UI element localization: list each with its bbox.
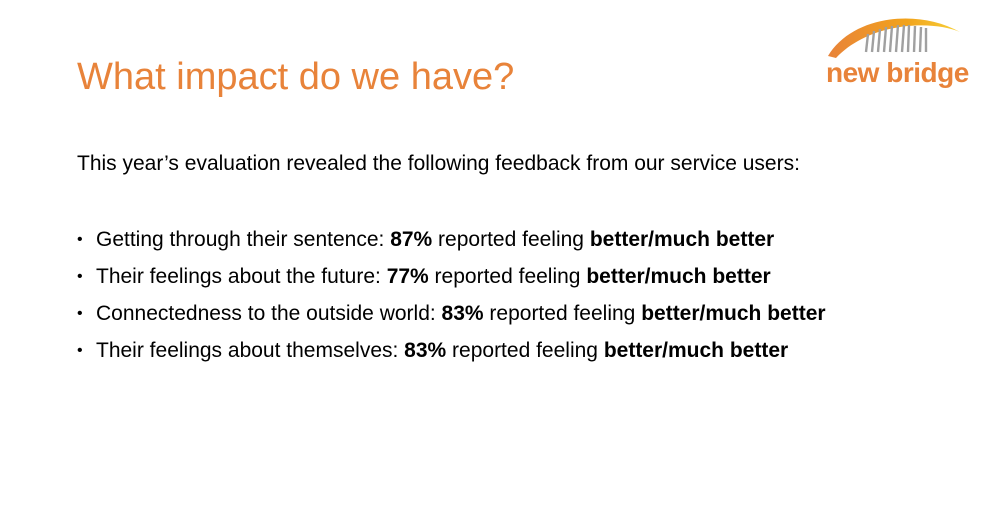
item-percent: 77% — [386, 265, 429, 288]
logo-wordmark: new bridge — [826, 57, 969, 88]
item-percent: 87% — [390, 228, 433, 251]
item-label: Connectedness to the outside world: — [96, 302, 442, 325]
list-item: • Their feelings about themselves: 83% r… — [77, 338, 826, 375]
item-outcome: better/much better — [589, 228, 775, 251]
item-percent: 83% — [404, 339, 447, 362]
item-outcome: better/much better — [603, 339, 789, 362]
item-label: Getting through their sentence: — [96, 228, 391, 251]
bullet-icon: • — [77, 231, 83, 248]
bullet-icon: • — [77, 342, 83, 359]
intro-text: This year’s evaluation revealed the foll… — [77, 152, 800, 175]
page-title: What impact do we have? — [77, 56, 515, 98]
bullet-icon: • — [77, 268, 83, 285]
list-item: • Connectedness to the outside world: 83… — [77, 301, 826, 338]
bridge-stripes — [864, 24, 928, 53]
item-percent: 83% — [441, 302, 484, 325]
item-middle: reported feeling — [432, 228, 590, 251]
item-middle: reported feeling — [446, 339, 604, 362]
logo-graphic: new bridge — [826, 18, 969, 88]
item-outcome: better/much better — [586, 265, 771, 288]
item-label: Their feelings about the future: — [96, 265, 387, 288]
list-item: • Getting through their sentence: 87% re… — [77, 227, 826, 264]
list-item: • Their feelings about the future: 77% r… — [77, 264, 826, 301]
new-bridge-logo: new bridge — [822, 12, 982, 92]
feedback-list: • Getting through their sentence: 87% re… — [77, 227, 826, 375]
item-middle: reported feeling — [428, 265, 587, 288]
item-label: Their feelings about themselves: — [96, 339, 405, 362]
item-outcome: better/much better — [641, 302, 826, 325]
item-middle: reported feeling — [483, 302, 642, 325]
bullet-icon: • — [77, 305, 83, 322]
